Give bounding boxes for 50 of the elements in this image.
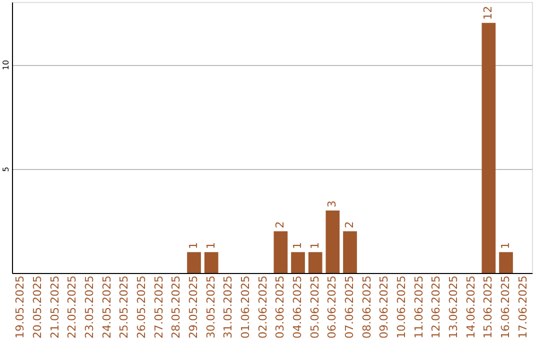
bar — [274, 231, 288, 273]
x-tick-label: 11.06.2025 — [412, 276, 426, 338]
x-tick-label: 31.05.2025 — [222, 276, 235, 338]
data-label: 1 — [308, 242, 322, 250]
data-label: 3 — [326, 200, 339, 208]
x-tick-label: 29.05.2025 — [187, 276, 200, 338]
data-label: 12 — [482, 6, 495, 20]
x-tick-label: 26.05.2025 — [135, 276, 148, 338]
x-tick-label: 14.06.2025 — [464, 276, 478, 338]
data-label: 1 — [204, 242, 218, 250]
x-tick-label: 03.06.2025 — [274, 276, 287, 338]
data-label: 1 — [291, 242, 304, 250]
x-tick-label: 20.05.2025 — [31, 276, 44, 338]
x-tick-label: 24.05.2025 — [100, 276, 114, 338]
x-tick-label: 05.06.2025 — [308, 276, 322, 338]
x-tick-label: 16.06.2025 — [499, 276, 512, 338]
x-tick-label: 02.06.2025 — [256, 276, 270, 338]
bar — [204, 252, 218, 273]
x-tick-label: 28.05.2025 — [170, 276, 183, 338]
x-tick-label: 25.05.2025 — [118, 276, 131, 338]
x-tick-label: 30.05.2025 — [204, 276, 218, 338]
bar — [326, 210, 340, 273]
bar — [499, 252, 513, 273]
x-tick-label: 10.06.2025 — [395, 276, 408, 338]
x-tick-label: 15.06.2025 — [482, 276, 495, 338]
x-tick-label: 08.06.2025 — [360, 276, 374, 338]
data-label: 1 — [499, 242, 512, 250]
x-tick-label: 17.06.2025 — [516, 276, 530, 338]
bar — [291, 252, 305, 273]
bar — [343, 231, 357, 273]
x-tick-label: 06.06.2025 — [326, 276, 339, 338]
y-tick-label: 10 — [2, 60, 10, 70]
x-tick-label: 22.05.2025 — [66, 276, 79, 338]
x-tick-label: 04.06.2025 — [291, 276, 304, 338]
x-tick-label: 13.06.2025 — [447, 276, 460, 338]
x-tick-label: 21.05.2025 — [48, 276, 62, 338]
bar — [308, 252, 322, 273]
y-tick-label: 5 — [2, 166, 10, 172]
x-tick-label: 19.05.2025 — [14, 276, 27, 338]
x-tick-label: 07.06.2025 — [343, 276, 356, 338]
bar — [482, 22, 496, 273]
data-label: 1 — [187, 242, 200, 250]
bar — [187, 252, 201, 273]
x-tick-label: 12.06.2025 — [430, 276, 443, 338]
data-label: 2 — [274, 221, 287, 228]
x-tick-label: 23.05.2025 — [83, 276, 96, 338]
x-tick-label: 27.05.2025 — [152, 276, 166, 338]
x-tick-label: 01.06.2025 — [239, 276, 252, 338]
x-tick-label: 09.06.2025 — [378, 276, 391, 338]
data-label: 2 — [343, 221, 356, 228]
